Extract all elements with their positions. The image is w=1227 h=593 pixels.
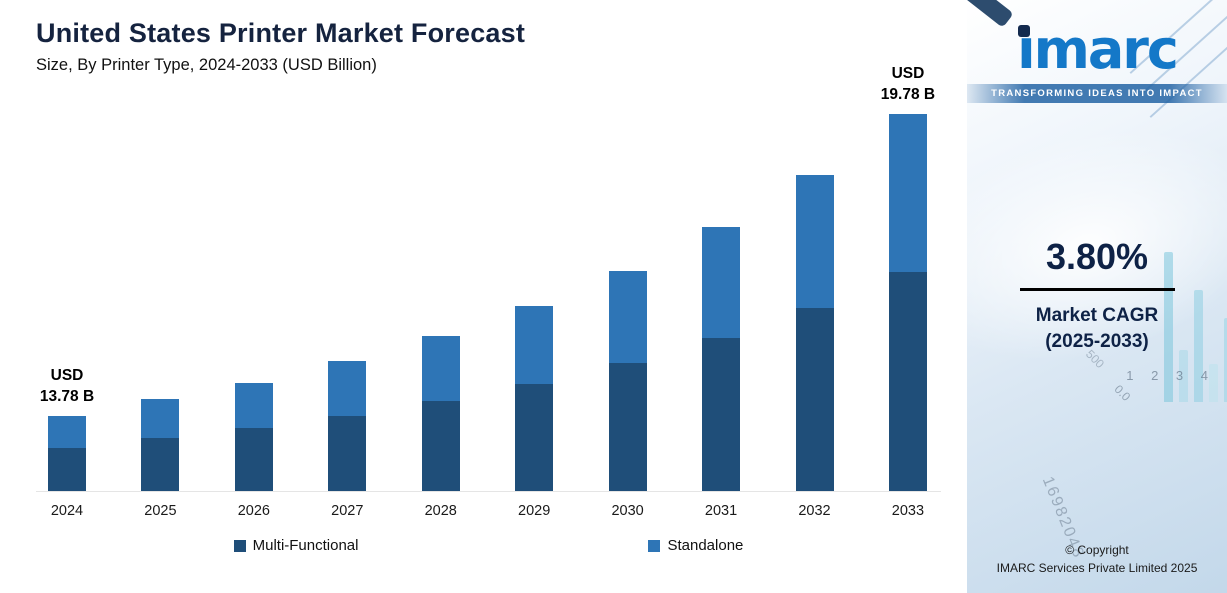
cagr-label-line2: (2025-2033) bbox=[1045, 330, 1149, 352]
imarc-tagline: TRANSFORMING IDEAS INTO IMPACT bbox=[967, 83, 1227, 103]
value-label-2024: USD 13.78 B bbox=[39, 366, 95, 406]
segment-multi-functional-2029 bbox=[515, 383, 554, 491]
segment-standalone-2032 bbox=[795, 174, 834, 308]
x-axis-label-2025: 2025 bbox=[144, 503, 177, 519]
bar-column-2032: 2032 bbox=[795, 91, 834, 519]
segment-multi-functional-2033 bbox=[888, 272, 927, 491]
stacked-bar-2032 bbox=[795, 174, 834, 491]
bar-column-2026: 2026 bbox=[234, 91, 273, 519]
stacked-bar-2029 bbox=[515, 305, 554, 491]
copyright-line1: © Copyright bbox=[1065, 543, 1129, 557]
x-axis-label-2033: 2033 bbox=[891, 503, 925, 519]
segment-standalone-2025 bbox=[141, 398, 180, 438]
segment-standalone-2024 bbox=[48, 416, 86, 448]
decorative-bar bbox=[1209, 364, 1218, 402]
segment-multi-functional-2025 bbox=[141, 437, 180, 491]
x-axis-label-2031: 2031 bbox=[704, 503, 738, 519]
segment-standalone-2030 bbox=[608, 271, 647, 364]
bar-column-2030: 2030 bbox=[608, 91, 647, 519]
stacked-bar-2025 bbox=[141, 398, 180, 491]
stacked-bar-2026 bbox=[234, 382, 273, 491]
imarc-logo-text: ı marc bbox=[1017, 18, 1179, 81]
x-axis-label-2029: 2029 bbox=[518, 503, 551, 519]
stacked-bar-2024: USD 13.78 B bbox=[40, 367, 94, 491]
chart-legend: Multi-Functional Standalone bbox=[36, 537, 941, 554]
segment-standalone-2027 bbox=[328, 361, 367, 416]
decorative-tick-label: 0.0 bbox=[1111, 382, 1134, 404]
legend-item-standalone: Standalone bbox=[648, 537, 743, 554]
x-axis-label-2024: 2024 bbox=[50, 503, 84, 519]
chart-subtitle: Size, By Printer Type, 2024-2033 (USD Bi… bbox=[36, 56, 377, 74]
stacked-bar-2033: USD 19.78 B bbox=[881, 65, 935, 491]
x-axis-label-2032: 2032 bbox=[798, 503, 831, 519]
page-title: United States Printer Market Forecast bbox=[36, 18, 526, 48]
cagr-block: 3.80% Market CAGR (2025-2033) bbox=[967, 236, 1227, 354]
copyright-line2: IMARC Services Private Limited 2025 bbox=[996, 561, 1198, 575]
legend-swatch-icon bbox=[233, 539, 246, 552]
bar-column-2027: 2027 bbox=[328, 91, 367, 519]
bar-column-2029: 2029 bbox=[515, 91, 554, 519]
stacked-bar-2031 bbox=[702, 226, 741, 491]
cagr-label-line1: Market CAGR bbox=[1035, 305, 1159, 326]
cagr-value: 3.80% bbox=[1045, 236, 1149, 277]
segment-multi-functional-2026 bbox=[234, 428, 273, 491]
segment-multi-functional-2028 bbox=[421, 401, 460, 491]
x-axis-label-2030: 2030 bbox=[611, 503, 644, 519]
segment-multi-functional-2024 bbox=[48, 447, 86, 491]
legend-label: Multi-Functional bbox=[252, 537, 359, 554]
segment-standalone-2033 bbox=[888, 114, 927, 273]
segment-standalone-2028 bbox=[421, 336, 460, 402]
stacked-bar-chart: USD 13.78 B 2024 2025 2026 2027 2028 2029 2030 20… bbox=[36, 65, 941, 519]
decorative-bar bbox=[1179, 350, 1188, 402]
bar-column-2031: 2031 bbox=[702, 91, 741, 519]
bar-column-2028: 2028 bbox=[421, 91, 460, 519]
stacked-bar-2030 bbox=[608, 271, 647, 491]
chart-panel: United States Printer Market Forecast Si… bbox=[36, 18, 941, 554]
x-axis-label-2027: 2027 bbox=[331, 503, 364, 519]
imarc-logo: ı marc TRANSFORMING IDEAS INTO IMPACT bbox=[967, 18, 1227, 103]
segment-multi-functional-2031 bbox=[702, 337, 741, 491]
bar-column-2024: USD 13.78 B 2024 bbox=[40, 91, 94, 519]
stacked-bar-2027 bbox=[328, 361, 367, 491]
logo-i-dot bbox=[1018, 25, 1031, 37]
cagr-underline bbox=[1019, 288, 1175, 291]
x-axis-label-2026: 2026 bbox=[237, 503, 271, 519]
segment-multi-functional-2030 bbox=[608, 363, 647, 491]
legend-label: Standalone bbox=[667, 537, 744, 554]
x-axis-label-2028: 2028 bbox=[424, 503, 457, 519]
stacked-bar-2028 bbox=[421, 336, 460, 491]
segment-standalone-2029 bbox=[515, 305, 554, 384]
copyright-block: © Copyright IMARC Services Private Limit… bbox=[967, 541, 1227, 577]
bar-column-2033: USD 19.78 B 2033 bbox=[881, 65, 935, 519]
segment-multi-functional-2032 bbox=[795, 307, 834, 491]
segment-standalone-2031 bbox=[702, 226, 741, 338]
value-label-2033: USD 19.78 B bbox=[880, 64, 936, 104]
bar-column-2025: 2025 bbox=[141, 91, 180, 519]
legend-item-multi-functional: Multi-Functional bbox=[233, 537, 359, 554]
segment-multi-functional-2027 bbox=[328, 415, 367, 491]
decorative-axis-numbers: 1 2 3 4 bbox=[1126, 368, 1215, 383]
segment-standalone-2026 bbox=[234, 382, 273, 429]
legend-swatch-icon bbox=[648, 539, 661, 552]
brand-sidebar: 1 2 3 4 0.0 500 16982048 ı marc TRANSFORM… bbox=[967, 0, 1227, 593]
